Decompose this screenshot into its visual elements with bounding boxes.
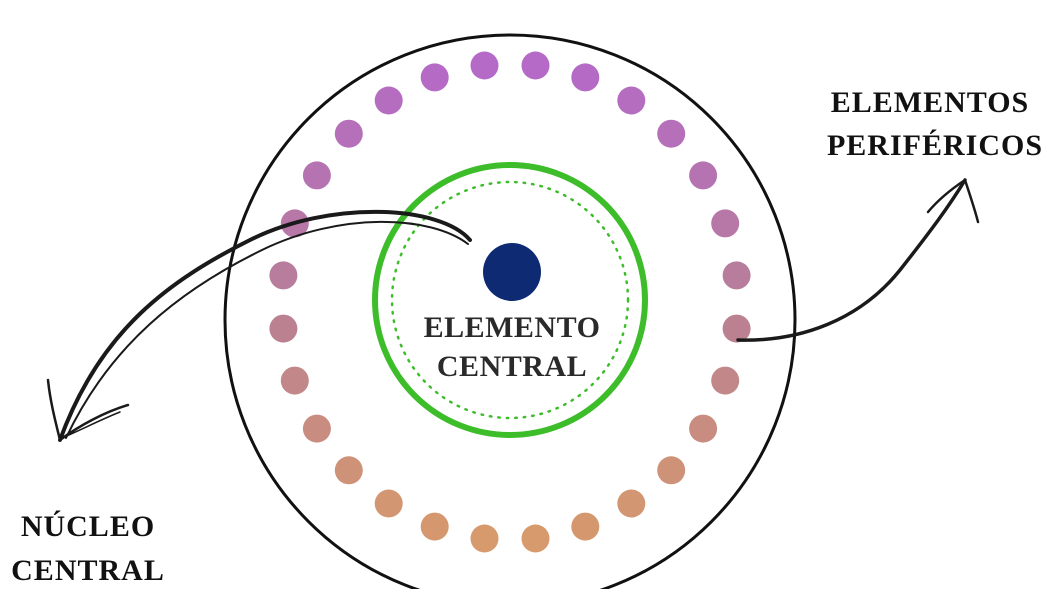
- central-element-label-line1: ELEMENTO: [424, 311, 601, 344]
- peripheral-dot: [302, 414, 331, 443]
- peripheral-dot: [711, 366, 740, 395]
- peripheral-dot: [521, 51, 550, 80]
- nucleus-label-line2: CENTRAL: [11, 554, 165, 587]
- peripheral-dot: [722, 261, 751, 290]
- peripheral-dot: [269, 261, 298, 290]
- peripheral-label-line2: PERIFÉRICOS: [827, 129, 1043, 162]
- peripheral-arrow: [736, 178, 980, 342]
- peripheral-dot: [420, 512, 449, 541]
- peripheral-dot: [302, 161, 331, 190]
- central-ring-dotted: [390, 180, 630, 420]
- peripheral-dot: [470, 51, 499, 80]
- nucleus-label-line1: NÚCLEO: [21, 510, 155, 543]
- peripheral-dot: [689, 161, 718, 190]
- peripheral-dot: [334, 456, 363, 485]
- peripheral-dot: [269, 314, 298, 343]
- peripheral-label-line1: ELEMENTOS: [831, 86, 1030, 119]
- peripheral-dot: [374, 489, 403, 518]
- peripheral-dot: [617, 86, 646, 115]
- central-element-dot: [483, 243, 541, 301]
- outer-circle: [223, 33, 797, 589]
- peripheral-dot: [280, 366, 309, 395]
- central-element-label-line2: CENTRAL: [437, 350, 587, 383]
- peripheral-dot: [711, 209, 740, 238]
- peripheral-dot: [722, 314, 751, 343]
- peripheral-dot: [521, 524, 550, 553]
- nucleus-arrow: [46, 209, 472, 442]
- peripheral-dot: [374, 86, 403, 115]
- peripheral-dot: [571, 512, 600, 541]
- peripheral-dot: [689, 414, 718, 443]
- peripheral-dot: [571, 63, 600, 92]
- central-ring: [372, 162, 648, 438]
- peripheral-dot: [334, 119, 363, 148]
- peripheral-dot: [657, 456, 686, 485]
- peripheral-dot: [420, 63, 449, 92]
- peripheral-dot: [470, 524, 499, 553]
- peripheral-dot: [617, 489, 646, 518]
- peripheral-dots: [269, 51, 751, 553]
- peripheral-dot: [657, 119, 686, 148]
